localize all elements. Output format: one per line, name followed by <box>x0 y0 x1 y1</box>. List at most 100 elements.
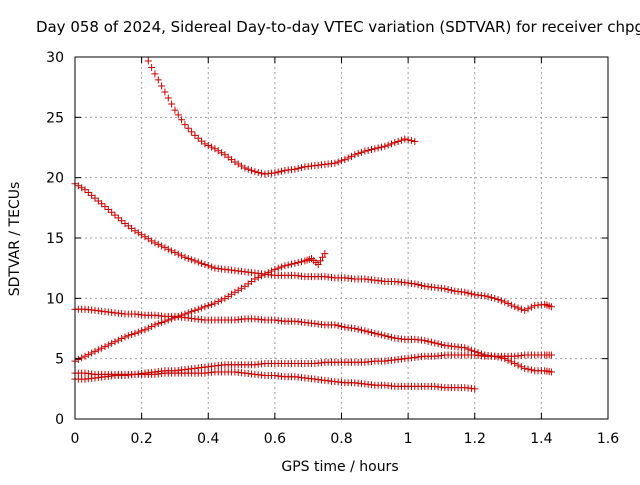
data-point <box>294 164 302 172</box>
data-point <box>391 139 399 147</box>
data-point <box>281 262 289 270</box>
tick-layer: 0 0.2 0.4 0.6 0.8 1 1.2 1.4 1.6 0 5 10 15 20 25 30 <box>46 50 619 447</box>
data-point <box>381 332 389 340</box>
data-point <box>384 141 392 149</box>
data-point <box>251 275 259 283</box>
data-point <box>431 339 439 347</box>
data-point <box>188 128 196 136</box>
data-point <box>338 322 345 330</box>
data-point <box>504 300 512 308</box>
data-point <box>401 135 409 143</box>
data-point <box>188 256 196 264</box>
data-point <box>364 328 372 336</box>
grid-layer <box>75 57 608 419</box>
data-point <box>427 338 435 346</box>
data-point <box>507 301 515 309</box>
data-point <box>151 239 159 247</box>
x-tick-label: 1.2 <box>464 431 486 447</box>
data-point <box>377 143 385 151</box>
data-point <box>191 257 199 265</box>
data-point <box>487 294 495 302</box>
x-axis-label: GPS time / hours <box>281 459 398 475</box>
data-point <box>278 263 286 271</box>
data-point <box>274 264 282 272</box>
data-point <box>547 368 555 376</box>
chart-title: Day 058 of 2024, Sidereal Day-to-day VTE… <box>36 18 640 36</box>
data-point <box>151 70 159 78</box>
y-tick-label: 0 <box>55 412 64 428</box>
data-point <box>154 320 162 328</box>
data-point <box>181 121 189 129</box>
data-point <box>144 57 152 65</box>
x-tick-label: 0.2 <box>130 431 152 447</box>
data-point <box>84 351 92 359</box>
data-point <box>527 366 535 374</box>
data-point <box>251 168 259 176</box>
data-point <box>351 325 359 332</box>
data-point <box>434 340 442 348</box>
data-point <box>411 280 419 288</box>
data-point <box>461 288 469 296</box>
data-point <box>158 318 166 326</box>
data-point <box>354 150 362 158</box>
data-point <box>161 88 169 96</box>
data-point <box>347 152 355 160</box>
data-point <box>174 250 182 258</box>
series-s5 <box>71 351 555 383</box>
data-point <box>387 140 395 148</box>
data-point <box>351 151 359 159</box>
data-point <box>198 259 206 267</box>
data-point <box>264 269 272 277</box>
data-point <box>357 148 365 156</box>
data-point <box>181 253 189 261</box>
series-s2 <box>71 180 555 314</box>
data-point <box>514 304 522 312</box>
data-point <box>154 240 162 248</box>
data-point <box>377 331 385 339</box>
data-point <box>274 168 282 176</box>
data-point <box>171 106 179 114</box>
series-s4 <box>71 305 555 376</box>
data-point <box>158 82 166 90</box>
data-point <box>381 142 389 150</box>
data-point <box>194 258 202 266</box>
data-point <box>171 248 179 256</box>
data-point <box>447 286 455 294</box>
data-point <box>441 285 449 293</box>
data-point <box>191 306 199 314</box>
x-tick-label: 1.6 <box>597 431 619 447</box>
data-point <box>484 293 492 301</box>
data-point <box>361 147 369 155</box>
data-point <box>291 259 299 267</box>
x-tick-label: 0.4 <box>197 431 219 447</box>
data-point <box>316 257 324 265</box>
data-point <box>424 337 432 345</box>
data-point <box>421 337 429 345</box>
data-point <box>394 137 402 145</box>
data-point <box>547 303 555 311</box>
data-point <box>514 361 522 369</box>
data-point <box>148 322 156 330</box>
data-point <box>174 111 182 119</box>
data-point <box>298 164 306 172</box>
data-point <box>501 298 509 306</box>
data-point <box>294 259 302 267</box>
x-tick-label: 1.4 <box>530 431 552 447</box>
y-axis-label: SDTVAR / TECUs <box>7 182 23 297</box>
data-layer <box>71 57 555 393</box>
data-point <box>361 327 369 335</box>
data-point <box>371 329 379 337</box>
data-point <box>268 267 276 275</box>
data-point <box>218 296 226 304</box>
data-point <box>491 294 499 302</box>
data-point <box>78 354 86 362</box>
data-point <box>338 157 345 165</box>
data-point <box>194 305 202 313</box>
data-point <box>464 289 472 297</box>
y-tick-label: 5 <box>55 352 64 368</box>
data-point <box>121 333 129 341</box>
data-point <box>88 349 96 357</box>
data-point <box>168 247 176 255</box>
